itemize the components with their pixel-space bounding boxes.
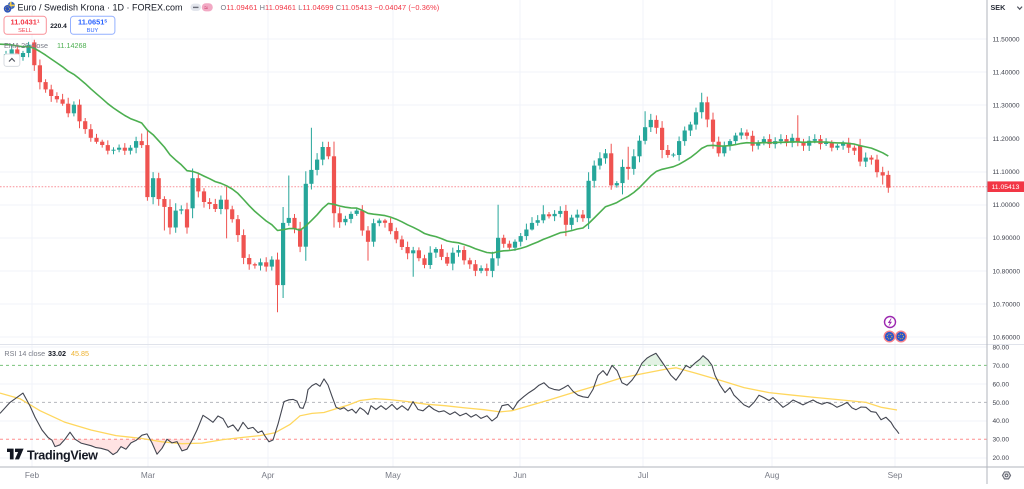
svg-text:60.00: 60.00 — [993, 381, 1010, 388]
svg-text:50.00: 50.00 — [993, 400, 1010, 407]
svg-text:BUY: BUY — [87, 28, 99, 34]
svg-text:11.00000: 11.00000 — [993, 202, 1020, 209]
svg-text:Aug: Aug — [765, 470, 780, 480]
svg-text:Jul: Jul — [638, 470, 649, 480]
svg-text:Feb: Feb — [25, 470, 40, 480]
svg-text:30.00: 30.00 — [993, 437, 1010, 444]
svg-text:11.30000: 11.30000 — [993, 103, 1020, 110]
svg-text:70.00: 70.00 — [993, 363, 1010, 370]
svg-text:11.20000: 11.20000 — [993, 136, 1020, 143]
svg-text:SEK: SEK — [991, 3, 1007, 12]
svg-text:11.50000: 11.50000 — [993, 37, 1020, 44]
svg-text:10.80000: 10.80000 — [993, 268, 1021, 275]
svg-text:20.00: 20.00 — [993, 455, 1010, 462]
svg-text:TradingView: TradingView — [27, 448, 98, 462]
svg-text:10.60000: 10.60000 — [993, 335, 1021, 342]
svg-text:Sep: Sep — [888, 470, 903, 480]
svg-text:80.00: 80.00 — [993, 344, 1010, 351]
svg-text:RSI 14 close: RSI 14 close — [4, 349, 45, 358]
svg-text:EMA 20 close: EMA 20 close — [4, 41, 48, 50]
svg-text:Mar: Mar — [141, 470, 156, 480]
svg-text:10.70000: 10.70000 — [993, 301, 1021, 308]
svg-text:11.05413: 11.05413 — [992, 184, 1020, 191]
svg-text:10.90000: 10.90000 — [993, 235, 1021, 242]
svg-text:Euro / Swedish Krona · 1D · FO: Euro / Swedish Krona · 1D · FOREX.com — [18, 3, 183, 13]
svg-text:≈: ≈ — [204, 5, 208, 12]
svg-text:Apr: Apr — [262, 470, 275, 480]
svg-text:SELL: SELL — [18, 28, 32, 34]
svg-text:11.14268: 11.14268 — [57, 41, 86, 50]
svg-text:Jun: Jun — [513, 470, 527, 480]
svg-text:11.04311: 11.04311 — [11, 17, 40, 26]
svg-text:45.85: 45.85 — [71, 349, 89, 358]
svg-text:33.02: 33.02 — [48, 349, 66, 358]
svg-text:May: May — [385, 470, 402, 480]
svg-text:11.06515: 11.06515 — [78, 17, 107, 26]
svg-text:11.40000: 11.40000 — [993, 70, 1020, 77]
svg-text:220.4: 220.4 — [50, 23, 67, 30]
svg-text:O11.09461 H11.09461 L11.04699: O11.09461 H11.09461 L11.04699 C11.05413 … — [221, 3, 440, 12]
svg-text:11.10000: 11.10000 — [993, 169, 1020, 176]
svg-text:40.00: 40.00 — [993, 418, 1010, 425]
